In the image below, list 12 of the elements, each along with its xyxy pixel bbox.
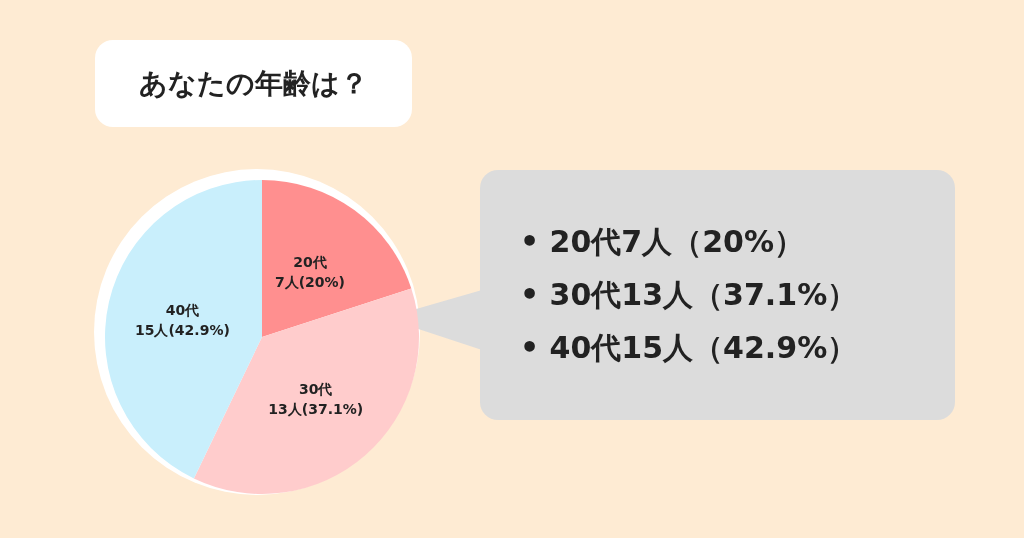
slice-label: 20代 (293, 253, 327, 270)
data-label: 7人(20%) (274, 273, 346, 290)
slice-label: 40代 (165, 301, 200, 318)
slice-label: 30代 (298, 381, 333, 398)
chart-title: あなたの年齢は？ (95, 40, 412, 127)
text: • 20代7人（20%） (520, 222, 806, 261)
data-label: 15人(42.9%) (134, 321, 230, 338)
text: • 40代15人（42.9%） (520, 328, 859, 367)
data-label: 13人(37.1%) (268, 401, 364, 418)
text: • 30代13人（37.1%） (520, 275, 859, 314)
pie-slice (262, 180, 412, 337)
pie-slice (105, 180, 262, 479)
